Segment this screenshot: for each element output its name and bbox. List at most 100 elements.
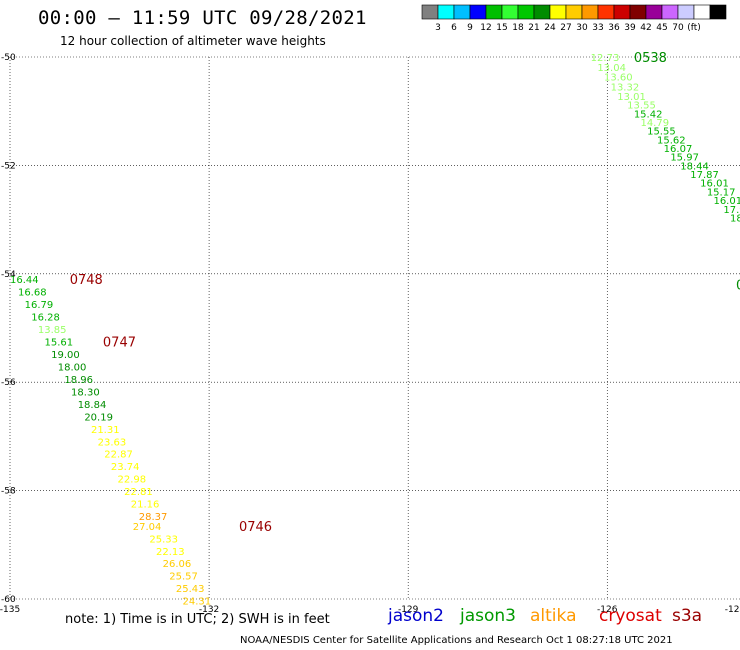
swh-value-label: 15.61	[45, 338, 74, 349]
swh-value-label: 13.85	[38, 325, 67, 336]
swh-value-label: 16.44	[10, 275, 39, 286]
legend-swatch	[629, 4, 647, 20]
legend-swatch	[597, 4, 615, 20]
legend-swatch	[533, 4, 551, 20]
y-tick-label: -56	[1, 378, 16, 388]
swh-value-label: 18.84	[78, 400, 107, 411]
legend-swatch	[517, 4, 535, 20]
swh-value-label: 15.62	[657, 135, 686, 146]
legend-swatch	[485, 4, 503, 20]
swh-value-label: 16.01	[713, 196, 740, 207]
swh-value-label: 12.73	[591, 53, 620, 64]
swh-value-label: 16.28	[31, 313, 60, 324]
chart-title: 00:00 – 11:59 UTC 09/28/2021	[38, 7, 367, 29]
legend-swatch	[469, 4, 487, 20]
legend-tick: 6	[451, 23, 457, 33]
legend-swatch	[709, 4, 727, 20]
swh-value-label: 18.00	[58, 362, 87, 373]
swh-value-label: 28.37	[139, 512, 168, 523]
legend-tick: 3	[435, 23, 441, 33]
y-tick-label: -52	[1, 161, 16, 171]
swh-value-label: 15.42	[634, 109, 663, 120]
swh-value-label: 16.01	[700, 179, 729, 190]
swh-value-label: 13.01	[617, 92, 646, 103]
legend-swatch	[565, 4, 583, 20]
legend-tick: 36	[608, 23, 620, 33]
legend-tick: 70	[672, 23, 684, 33]
swh-value-label: 22.87	[104, 450, 133, 461]
swh-value-label: 21.16	[131, 500, 160, 511]
y-tick-label: -54	[1, 270, 16, 280]
satellite-legend-item: cryosat	[599, 606, 662, 626]
legend-swatch	[645, 4, 663, 20]
legend-tick: 30	[576, 23, 588, 33]
swh-value-label: 17.93	[723, 205, 740, 216]
legend-swatch	[677, 4, 695, 20]
swh-value-label: 18.96	[64, 375, 93, 386]
swh-value-label: 15.55	[647, 127, 676, 138]
swh-value-label: 26.06	[163, 559, 192, 570]
time-label: 0538	[634, 51, 667, 66]
legend-swatch	[581, 4, 599, 20]
chart-subtitle: 12 hour collection of altimeter wave hei…	[60, 34, 326, 48]
legend-tick: 21	[528, 23, 539, 33]
legend-tick: 27	[560, 23, 571, 33]
time-label: 0746	[239, 520, 272, 535]
legend-swatch	[453, 4, 471, 20]
legend-tick: 45	[656, 23, 667, 33]
swh-value-label: 19.00	[51, 350, 80, 361]
satellite-legend-item: jason3	[460, 606, 516, 626]
swh-value-label: 21.31	[91, 425, 120, 436]
swh-value-label: 13.32	[611, 82, 640, 93]
legend-swatch	[421, 4, 439, 20]
legend-tick: 39	[624, 23, 636, 33]
swh-value-label: 18.42	[730, 213, 740, 224]
legend-tick: 33	[592, 23, 603, 33]
satellite-legend-item: altika	[530, 606, 577, 626]
legend-tick: (ft)	[687, 23, 701, 33]
swh-value-label: 16.07	[664, 144, 693, 155]
swh-value-label: 23.74	[111, 462, 140, 473]
x-tick-label: -124	[725, 605, 740, 615]
y-tick-label: -60	[1, 595, 16, 605]
footer-note: note: 1) Time is in UTC; 2) SWH is in fe…	[65, 612, 330, 627]
swh-value-label: 22.81	[124, 487, 153, 498]
y-tick-label: -50	[1, 53, 16, 63]
legend-swatch	[549, 4, 567, 20]
swh-value-label: 15.97	[670, 153, 699, 164]
x-tick-label: -135	[0, 605, 20, 615]
time-label: 0748	[70, 273, 103, 288]
legend-tick: 12	[480, 23, 491, 33]
time-label: 0747	[103, 336, 136, 351]
legend-swatch	[661, 4, 679, 20]
legend-swatch	[437, 4, 455, 20]
swh-value-label: 27.04	[133, 522, 162, 533]
legend-swatch	[693, 4, 711, 20]
swh-value-label: 18.44	[680, 161, 709, 172]
swh-value-label: 15.17	[707, 187, 736, 198]
swh-value-label: 14.79	[640, 118, 669, 129]
swh-value-label: 13.60	[604, 73, 633, 84]
satellite-legend-item: s3a	[672, 606, 703, 626]
x-tick-label: -132	[199, 605, 219, 615]
legend-tick: 42	[640, 23, 651, 33]
swh-value-label: 16.79	[25, 300, 54, 311]
swh-value-label: 22.98	[118, 475, 147, 486]
legend-swatch	[613, 4, 631, 20]
footer-credit: NOAA/NESDIS Center for Satellite Applica…	[240, 635, 673, 646]
satellite-legend-item: jason2	[388, 606, 444, 626]
y-tick-label: -58	[1, 487, 16, 497]
legend-tick: 15	[496, 23, 507, 33]
legend-tick: 24	[544, 23, 556, 33]
legend-tick: 18	[512, 23, 524, 33]
swh-value-label: 24.31	[183, 597, 212, 608]
x-tick-label: -126	[597, 605, 618, 615]
swh-value-label: 25.43	[176, 584, 205, 595]
swh-value-label: 17.87	[690, 170, 719, 181]
swh-value-label: 16.68	[18, 288, 47, 299]
legend-swatch	[501, 4, 519, 20]
swh-value-label: 20.19	[84, 412, 113, 423]
time-label: 0540	[736, 279, 740, 294]
swh-value-label: 23.63	[98, 437, 127, 448]
swh-value-label: 22.13	[156, 547, 185, 558]
